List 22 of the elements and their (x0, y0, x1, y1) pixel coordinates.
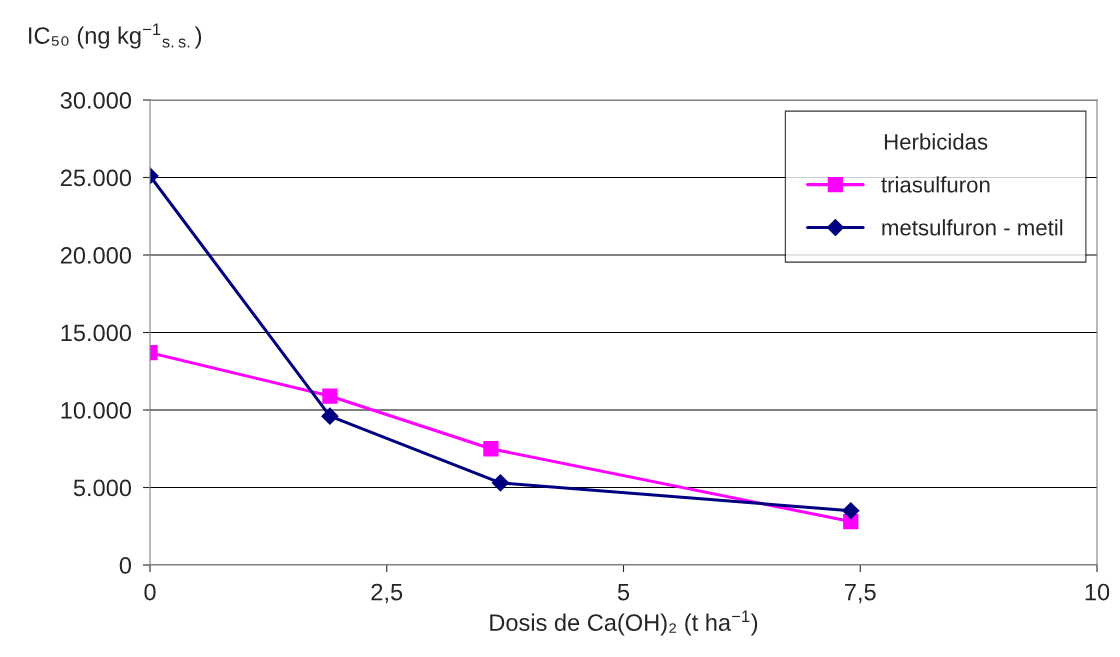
x-tick-label: 2,5 (371, 583, 403, 604)
x-tick-label: 10 (1085, 583, 1110, 601)
point (322, 388, 338, 404)
legend-label: metsulfuron - metil (882, 219, 1063, 236)
y-tick-label: 25.000 (60, 169, 132, 187)
point (483, 441, 499, 457)
y-tick-label: 10.000 (61, 402, 132, 419)
point (321, 407, 339, 425)
point (842, 502, 860, 520)
x-tick-label: 5 (617, 583, 630, 601)
legend-label: triasulfuron (881, 176, 990, 193)
y-tick-label: 0 (119, 557, 132, 574)
x-tick-label: 0 (144, 583, 156, 601)
y-tick-label: 5.000 (73, 479, 132, 497)
x-tick-label: 7,5 (845, 583, 876, 604)
x-axis-title: Dosis de Ca(OH)₂ (t ha$^{−1}$) (490, 610, 758, 636)
point (491, 474, 509, 492)
y-tick-label: 20.000 (60, 247, 132, 264)
y-tick-label: 15.000 (61, 324, 132, 342)
y-axis-title: IC₅₀ (ng kg$^{−1}$$_{s.s.}$) (29, 23, 202, 49)
y-tick-label: 30.000 (60, 92, 132, 109)
legend-title: Herbicidas (884, 133, 988, 150)
